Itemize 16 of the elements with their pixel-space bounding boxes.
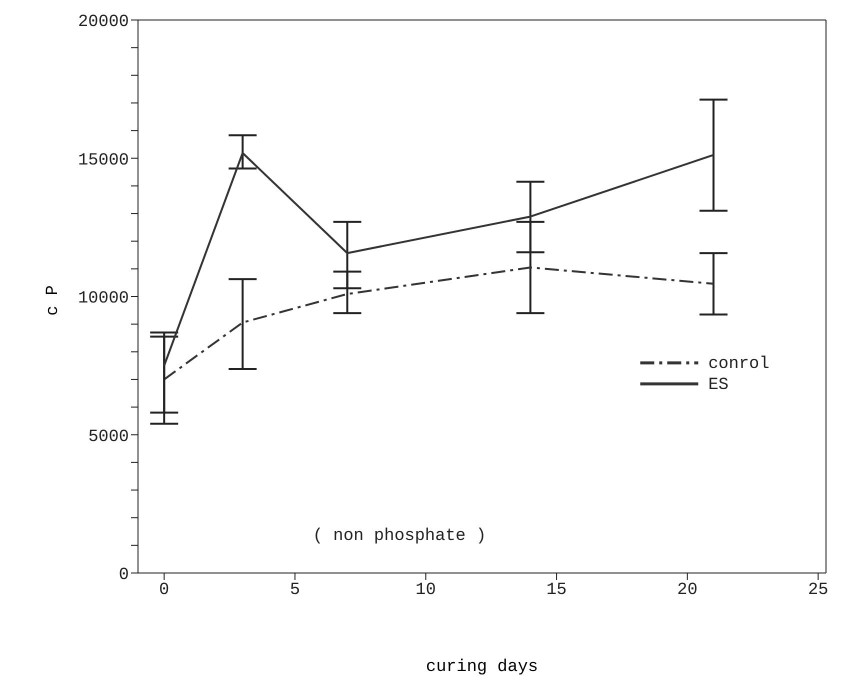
x-tick-label: 0 <box>159 581 170 600</box>
y-tick-label: 20000 <box>78 13 129 32</box>
legend-label: conrol <box>708 354 770 374</box>
legend-label: ES <box>708 376 729 395</box>
x-tick-label: 15 <box>546 581 567 600</box>
y-tick-label: 0 <box>118 566 129 586</box>
x-tick-label: 20 <box>677 581 698 600</box>
x-tick-label: 25 <box>808 581 828 600</box>
x-tick-label: 5 <box>290 581 300 600</box>
y-axis-title: c P <box>44 284 63 316</box>
x-axis-title: curing days <box>424 658 540 677</box>
y-tick-label: 15000 <box>78 151 129 170</box>
y-tick-label: 5000 <box>88 428 129 447</box>
x-tick-label: 10 <box>416 581 436 600</box>
y-tick-label: 10000 <box>78 290 129 309</box>
annotation: ( non phosphate ) <box>312 526 486 546</box>
